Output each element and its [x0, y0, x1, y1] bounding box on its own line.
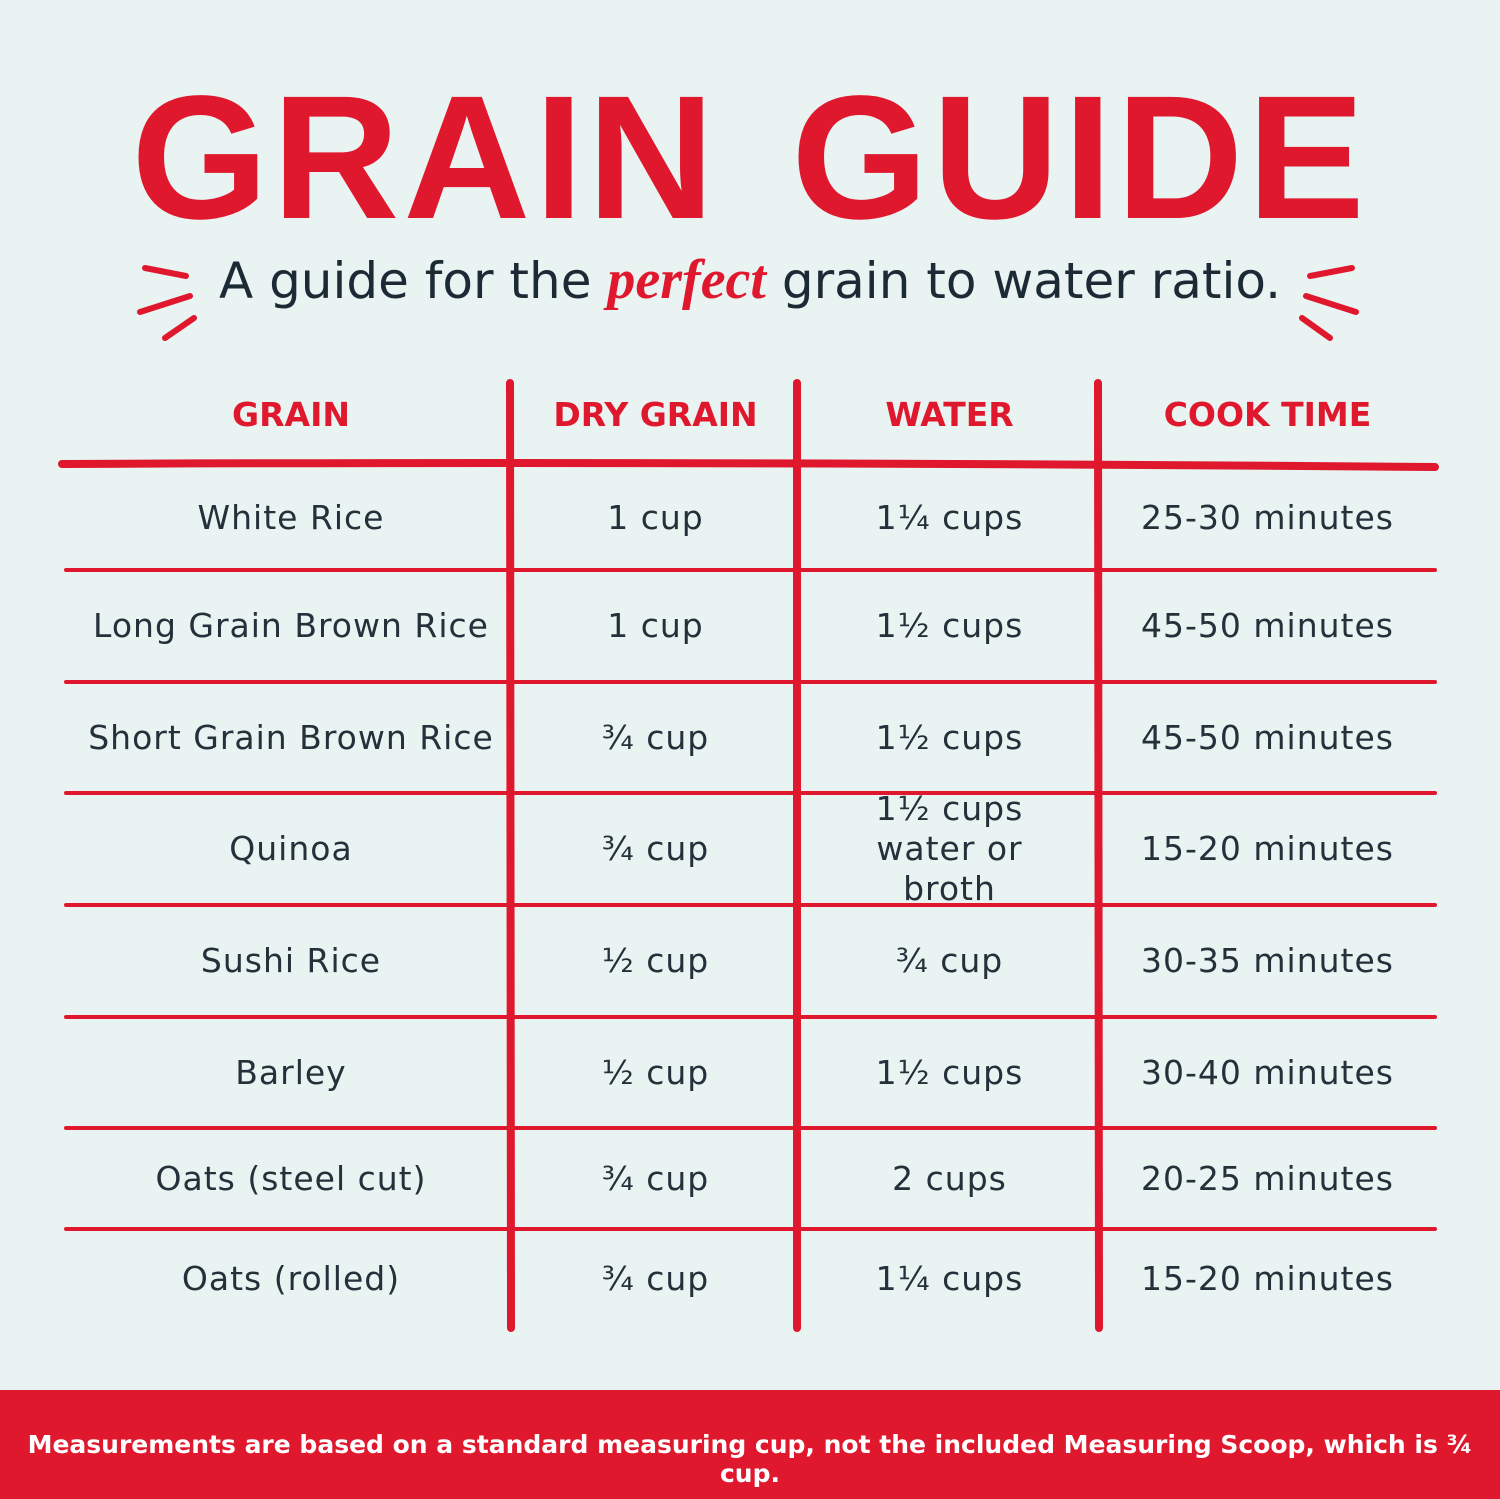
table-cell: ½ cup — [601, 941, 710, 980]
table-cell: 20-25 minutes — [1141, 1158, 1394, 1198]
column-header: GRAIN — [232, 395, 350, 434]
table-cell: ¾ cup — [601, 1258, 710, 1298]
table-cell: ¾ cup — [895, 941, 1004, 980]
table-cell: 30-40 minutes — [1141, 1052, 1394, 1092]
table-cell: 15-20 minutes — [1141, 829, 1394, 868]
column-header: COOK TIME — [1163, 395, 1372, 434]
table-cell: 45-50 minutes — [1141, 606, 1394, 645]
table-cell: 1½ cups — [875, 606, 1024, 645]
table-cell: 1¼ cups — [875, 497, 1024, 537]
table-cell: Oats (steel cut) — [155, 1158, 427, 1198]
table-cell: 25-30 minutes — [1141, 497, 1394, 537]
table-cell: 30-35 minutes — [1141, 941, 1394, 980]
table-cell: ¾ cup — [601, 1158, 710, 1198]
table-cell: Barley — [235, 1052, 347, 1092]
table-cell: 1½ cups water or broth — [875, 789, 1024, 908]
table-cell: 1 cup — [607, 606, 704, 645]
subtitle-text: A guide for the — [218, 252, 592, 310]
table-cell: 2 cups — [892, 1158, 1007, 1198]
subtitle: A guide for the perfect grain to water r… — [0, 248, 1500, 313]
subtitle-emphasis: perfect — [607, 249, 766, 311]
table-cell: ½ cup — [601, 1052, 710, 1092]
column-header: WATER — [885, 395, 1014, 434]
title: GRAIN GUIDE — [131, 60, 1369, 256]
table-cell: Quinoa — [229, 829, 353, 868]
table-cell: Sushi Rice — [200, 941, 382, 980]
table-cell: White Rice — [197, 497, 385, 537]
table-cell: ¾ cup — [601, 829, 710, 868]
table-cell: Long Grain Brown Rice — [93, 606, 489, 645]
table-cell: Oats (rolled) — [181, 1258, 401, 1298]
table-cell: Short Grain Brown Rice — [88, 717, 494, 757]
table-cell: 1½ cups — [875, 1052, 1024, 1092]
table-cell: 15-20 minutes — [1141, 1258, 1394, 1298]
table-cell: 1 cup — [607, 497, 704, 537]
table-cell: 45-50 minutes — [1141, 717, 1394, 757]
footer-note: Measurements are based on a standard mea… — [27, 1430, 1473, 1488]
footer-band — [0, 1390, 1500, 1499]
subtitle-text: grain to water ratio. — [781, 252, 1282, 310]
column-header: DRY GRAIN — [553, 395, 758, 434]
table-cell: 1½ cups — [875, 717, 1024, 757]
table-cell: ¾ cup — [601, 717, 710, 757]
table-cell: 1¼ cups — [875, 1258, 1024, 1298]
